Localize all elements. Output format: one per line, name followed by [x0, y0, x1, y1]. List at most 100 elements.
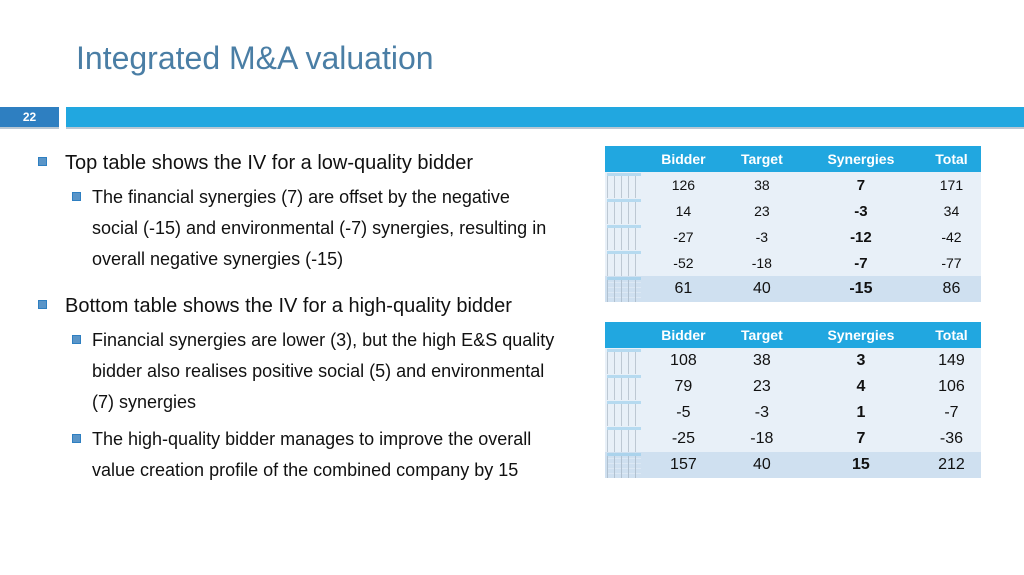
table-cell: 106	[921, 374, 981, 400]
row-thumbnail	[605, 224, 643, 250]
table-row: -52 -18 -7 -77	[605, 250, 981, 276]
slide-number: 22	[0, 107, 59, 129]
row-thumbnail	[605, 198, 643, 224]
table-cell: -7	[799, 250, 922, 276]
table-cell: -18	[723, 426, 800, 452]
table-cell: 1	[799, 400, 922, 426]
table-total-row: 61 40 -15 86	[605, 276, 981, 302]
row-thumbnail	[605, 400, 643, 426]
mini-table-icon	[607, 198, 641, 224]
table-cell: 171	[921, 172, 981, 198]
table-cell: 40	[723, 452, 800, 478]
table-cell: 7	[799, 426, 922, 452]
row-thumbnail	[605, 374, 643, 400]
mini-table-icon	[607, 250, 641, 276]
table-row: 14 23 -3 34	[605, 198, 981, 224]
table-cell: 212	[921, 452, 981, 478]
table-cell: -7	[921, 400, 981, 426]
bullet-text: Bottom table shows the IV for a high-qua…	[65, 295, 512, 317]
sub-bullet-text: The financial synergies (7) are offset b…	[92, 187, 547, 269]
row-thumbnail	[605, 426, 643, 452]
table-row: 126 38 7 171	[605, 172, 981, 198]
square-bullet-icon	[38, 300, 47, 309]
table-cell: 38	[723, 348, 800, 374]
table-cell: -77	[921, 250, 981, 276]
column-header: Total	[921, 322, 981, 348]
mini-table-icon	[607, 348, 641, 374]
table-cell: 38	[723, 172, 800, 198]
square-bullet-icon	[72, 434, 81, 443]
column-header: Total	[921, 146, 981, 172]
column-header: Synergies	[799, 146, 922, 172]
table-cell: -18	[723, 250, 800, 276]
table-row: -25 -18 7 -36	[605, 426, 981, 452]
table-cell: -3	[799, 198, 922, 224]
header-corner	[605, 146, 643, 172]
table-cell: 23	[723, 198, 800, 224]
row-thumbnail	[605, 452, 643, 478]
mini-table-icon	[607, 172, 641, 198]
table-cell: -25	[643, 426, 724, 452]
table-cell: 149	[921, 348, 981, 374]
table-cell: 157	[643, 452, 724, 478]
column-header: Target	[723, 146, 800, 172]
mini-table-icon	[607, 452, 641, 478]
table-total-row: 157 40 15 212	[605, 452, 981, 478]
table-cell: -15	[799, 276, 922, 302]
table-cell: -3	[723, 400, 800, 426]
table-row: 108 38 3 149	[605, 348, 981, 374]
table-row: -27 -3 -12 -42	[605, 224, 981, 250]
low-quality-bidder-table: Bidder Target Synergies Total 126 38 7 171 1…	[605, 146, 981, 302]
header-corner	[605, 322, 643, 348]
table-cell: 4	[799, 374, 922, 400]
table-row: -5 -3 1 -7	[605, 400, 981, 426]
table-cell: 126	[643, 172, 724, 198]
bullet-list: Top table shows the IV for a low-quality…	[38, 150, 558, 486]
mini-table-icon	[607, 374, 641, 400]
column-header: Bidder	[643, 146, 724, 172]
table-cell: -27	[643, 224, 724, 250]
mini-table-icon	[607, 224, 641, 250]
row-thumbnail	[605, 172, 643, 198]
table-header-row: Bidder Target Synergies Total	[605, 322, 981, 348]
table-cell: 86	[921, 276, 981, 302]
table-cell: 23	[723, 374, 800, 400]
bullet-text: Top table shows the IV for a low-quality…	[65, 152, 473, 174]
table-cell: 15	[799, 452, 922, 478]
table-cell: 34	[921, 198, 981, 224]
table-cell: -12	[799, 224, 922, 250]
mini-table-icon	[607, 400, 641, 426]
column-header: Bidder	[643, 322, 724, 348]
sub-bullet-item: The high-quality bidder manages to impro…	[72, 424, 558, 486]
table-cell: -42	[921, 224, 981, 250]
sub-bullet-text: Financial synergies are lower (3), but t…	[92, 330, 555, 412]
table-cell: 7	[799, 172, 922, 198]
table-cell: 3	[799, 348, 922, 374]
row-thumbnail	[605, 276, 643, 302]
table-cell: -52	[643, 250, 724, 276]
table-cell: -3	[723, 224, 800, 250]
page-title: Integrated M&A valuation	[76, 40, 434, 76]
square-bullet-icon	[72, 335, 81, 344]
row-thumbnail	[605, 250, 643, 276]
square-bullet-icon	[72, 192, 81, 201]
sub-bullet-item: Financial synergies are lower (3), but t…	[72, 325, 558, 418]
table-cell: 79	[643, 374, 724, 400]
sub-bullet-item: The financial synergies (7) are offset b…	[72, 182, 558, 275]
table-cell: 61	[643, 276, 724, 302]
column-header: Target	[723, 322, 800, 348]
header-band	[66, 107, 1024, 129]
sub-bullet-text: The high-quality bidder manages to impro…	[92, 429, 532, 480]
square-bullet-icon	[38, 157, 47, 166]
column-header: Synergies	[799, 322, 922, 348]
table-row: 79 23 4 106	[605, 374, 981, 400]
table-cell: -36	[921, 426, 981, 452]
row-thumbnail	[605, 348, 643, 374]
table-cell: 108	[643, 348, 724, 374]
table-cell: 40	[723, 276, 800, 302]
high-quality-bidder-table: Bidder Target Synergies Total 108 38 3 149 7…	[605, 322, 981, 478]
mini-table-icon	[607, 426, 641, 452]
bullet-item: Top table shows the IV for a low-quality…	[38, 150, 558, 176]
table-cell: -5	[643, 400, 724, 426]
table-cell: 14	[643, 198, 724, 224]
